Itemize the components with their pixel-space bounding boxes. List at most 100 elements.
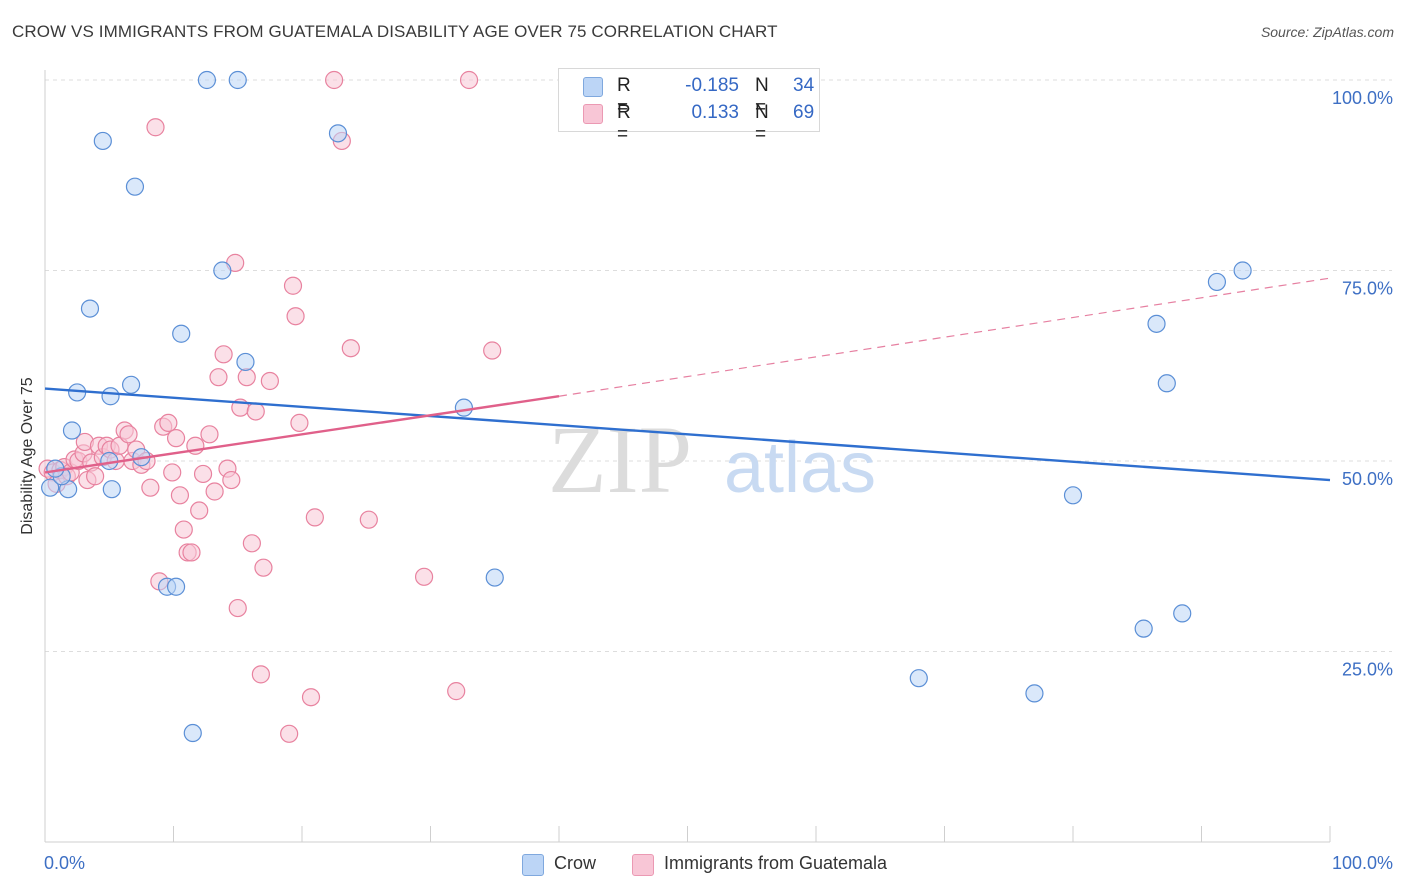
crow-point-18 xyxy=(236,352,255,372)
crow-point-6 xyxy=(101,387,120,406)
crow-point-2 xyxy=(62,421,82,440)
watermark-zip: ZIP xyxy=(548,406,692,513)
immigrants-point-30 xyxy=(159,413,178,432)
crow-point-16 xyxy=(183,723,202,743)
immigrants-point-60 xyxy=(305,508,324,527)
immigrants-point-58 xyxy=(290,413,309,432)
crow-point-31 xyxy=(1207,272,1227,292)
crow-point-14 xyxy=(228,70,247,90)
crow-point-25 xyxy=(1025,684,1044,703)
grid-lines xyxy=(45,79,1392,652)
y-tick-label-25: 25.0% xyxy=(1342,660,1393,680)
trend-line-immigrants xyxy=(44,395,560,474)
bottom-legend-swatch-immigrants xyxy=(632,854,654,876)
immigrants-point-43 xyxy=(214,345,233,364)
immigrants-point-55 xyxy=(280,724,299,743)
immigrants-point-47 xyxy=(228,598,247,618)
y-tick-label-50: 50.0% xyxy=(1342,469,1393,489)
crow-point-9 xyxy=(121,375,141,394)
x-tick-label-max: 100.0% xyxy=(1332,853,1393,873)
chart-title: CROW VS IMMIGRANTS FROM GUATEMALA DISABI… xyxy=(12,22,778,41)
immigrants-point-63 xyxy=(341,339,360,358)
y-axis-label: Disability Age Over 75 xyxy=(19,377,36,535)
immigrants-point-65 xyxy=(414,567,434,586)
immigrants-point-21 xyxy=(119,425,138,444)
trend-line-crow xyxy=(44,387,1331,482)
legend-n-value: 34 xyxy=(793,75,815,96)
legend-r-label: R = xyxy=(617,75,631,118)
crow-point-8 xyxy=(125,177,145,196)
trend-line-immigrants-extension xyxy=(558,277,1331,397)
immigrants-point-31 xyxy=(163,463,182,482)
crow-point-0 xyxy=(41,478,60,497)
crow-point-10 xyxy=(93,131,112,151)
crow-point-26 xyxy=(1063,486,1083,505)
immigrants-point-32 xyxy=(166,429,186,448)
crow-point-23 xyxy=(46,459,65,478)
legend-swatch-crow xyxy=(583,77,603,97)
immigrants-point-26 xyxy=(141,478,160,497)
trend-lines xyxy=(44,277,1331,482)
bottom-legend-swatch-crow xyxy=(522,854,544,876)
immigrants-point-33 xyxy=(170,486,190,505)
crow-point-4 xyxy=(80,299,100,318)
immigrants-point-64 xyxy=(359,510,378,529)
immigrants-point-67 xyxy=(459,70,479,90)
crow-point-12 xyxy=(166,577,186,596)
watermark: ZIP atlas xyxy=(548,406,876,513)
immigrants-point-49 xyxy=(237,368,256,387)
immigrants-point-66 xyxy=(447,682,466,701)
crow-point-27 xyxy=(1134,619,1153,638)
legend-n-value: 69 xyxy=(793,102,815,123)
bottom-legend-label-immigrants: Immigrants from Guatemala xyxy=(664,853,888,873)
bottom-legend-label-crow: Crow xyxy=(554,853,597,873)
crow-point-28 xyxy=(1147,314,1166,333)
y-tick-label-100: 100.0% xyxy=(1332,88,1393,108)
immigrants-point-38 xyxy=(190,501,209,520)
stats-legend: R = -0.185 N = 34 R = 0.133 N = 69 xyxy=(558,68,820,145)
source-label: Source: ZipAtlas.com xyxy=(1260,24,1394,40)
crow-point-21 xyxy=(485,568,504,587)
crow-point-17 xyxy=(213,261,232,280)
immigrants-point-34 xyxy=(174,520,193,539)
immigrants-point-54 xyxy=(260,371,279,391)
series-immigrants-points xyxy=(38,70,502,743)
legend-r-label: R = xyxy=(617,102,631,145)
immigrants-point-13 xyxy=(86,467,105,486)
crow-point-20 xyxy=(454,398,474,417)
immigrants-point-45 xyxy=(222,470,241,490)
legend-r-value: -0.185 xyxy=(685,75,739,96)
legend-r-value: 0.133 xyxy=(691,102,739,123)
crow-point-19 xyxy=(328,124,348,143)
immigrants-point-40 xyxy=(200,425,219,444)
axes xyxy=(44,70,1331,843)
immigrants-point-52 xyxy=(251,665,270,684)
immigrants-point-51 xyxy=(246,402,265,421)
immigrants-point-61 xyxy=(325,70,344,90)
immigrants-point-42 xyxy=(209,368,228,387)
legend-n-label: N = xyxy=(755,102,769,145)
watermark-atlas: atlas xyxy=(724,428,876,508)
crow-point-32 xyxy=(1233,261,1252,280)
crow-point-15 xyxy=(172,324,191,343)
legend-n-label: N = xyxy=(755,75,769,118)
crow-point-24 xyxy=(909,669,928,688)
immigrants-point-53 xyxy=(254,558,273,577)
crow-point-13 xyxy=(197,70,217,90)
legend-swatch-immigrants xyxy=(583,104,603,124)
immigrants-point-56 xyxy=(283,276,303,295)
crow-point-29 xyxy=(1157,374,1176,393)
tick-labels: 25.0% 50.0% 75.0% 100.0% 0.0% 100.0% xyxy=(44,88,1393,873)
immigrants-point-36 xyxy=(182,543,201,562)
immigrants-point-27 xyxy=(146,118,165,137)
immigrants-point-39 xyxy=(193,464,213,484)
immigrants-point-59 xyxy=(301,688,321,707)
y-tick-label-75: 75.0% xyxy=(1342,279,1393,299)
immigrants-point-57 xyxy=(286,307,305,326)
x-tick-label-min: 0.0% xyxy=(44,853,85,873)
crow-point-30 xyxy=(1173,604,1192,623)
immigrants-point-41 xyxy=(205,482,224,501)
crow-point-7 xyxy=(102,480,121,499)
immigrants-point-50 xyxy=(242,534,261,553)
